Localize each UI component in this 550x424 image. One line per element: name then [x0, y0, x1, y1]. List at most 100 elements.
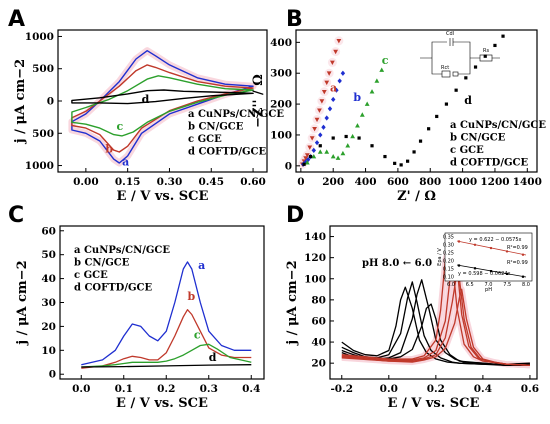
data-point	[444, 102, 449, 106]
x-tick-label: 0.30	[157, 176, 183, 188]
panel-d: D -0.2 0.0 0.2 0.4 0.6 20 40 60 80 100 120 140 E / V …	[285, 203, 539, 411]
data-point	[321, 89, 327, 95]
inset-point-black	[473, 267, 477, 270]
data-point	[308, 154, 313, 159]
curve-label: b	[353, 91, 361, 104]
inset-y-label: Epa / V	[437, 248, 443, 266]
legend-entry: a CuNPs/CN/GCE	[450, 120, 546, 131]
circuit-label: Rs	[483, 48, 489, 54]
x-tick-label: 0.4	[474, 383, 492, 395]
y-axis-label: j / μA cm−2	[13, 59, 28, 144]
y-tick-label: 0	[47, 96, 54, 108]
x-tick-label: 0.1	[115, 383, 133, 395]
x-tick-label: 0.60	[240, 176, 266, 188]
data-point	[326, 71, 332, 76]
y-tick-label: 20	[311, 358, 326, 370]
x-tick-label: 0.2	[157, 383, 175, 395]
data-point	[318, 132, 323, 138]
x-tick-label: 1200	[480, 176, 509, 188]
highlight-haze	[297, 36, 344, 169]
data-point	[314, 140, 320, 146]
inset-point-red	[521, 253, 525, 256]
circuit-label: Rct	[441, 65, 449, 71]
inset-eq-red: y = 0.622 − 0.0575x	[469, 237, 522, 243]
data-point	[454, 88, 458, 92]
x-tick-label: 400	[355, 176, 377, 188]
y-tick-label: 0	[49, 369, 56, 381]
x-tick-label: 0	[297, 176, 304, 188]
series-line-c	[81, 343, 252, 368]
data-point	[302, 162, 306, 166]
x-axis-label: E / V vs. SCE	[388, 396, 480, 411]
y-tick-label: 0	[285, 160, 292, 172]
inset-y-tick: 0.15	[443, 267, 454, 273]
curve-label: d	[209, 351, 217, 364]
series-a	[300, 39, 342, 167]
series-a	[71, 50, 254, 164]
y-tick-label: 140	[304, 231, 326, 243]
curve-label: c	[117, 120, 124, 133]
data-point	[406, 159, 410, 163]
y-tick-label: 40	[311, 337, 326, 349]
x-axis-label: E / V vs. SCE	[117, 189, 209, 204]
data-point	[374, 78, 380, 83]
inset-point-black	[505, 272, 509, 275]
inset-r2-black: R²=0.99	[507, 260, 528, 266]
data-point	[304, 160, 310, 165]
circuit-diagram	[420, 38, 500, 78]
legend-entry: b CN/GCE	[450, 133, 506, 144]
data-point	[317, 108, 322, 113]
y-tick-label: 500	[32, 63, 54, 75]
data-point	[309, 136, 315, 141]
y-tick-label: 500	[32, 128, 54, 140]
data-point	[336, 39, 342, 44]
data-point	[359, 112, 365, 117]
curve-label: c	[194, 328, 201, 341]
data-point	[427, 127, 431, 131]
x-tick-label: 1400	[513, 176, 542, 188]
x-tick-label: 0.00	[73, 176, 99, 188]
x-tick-label: 0.6	[521, 383, 539, 395]
x-tick-label: 200	[322, 176, 344, 188]
curve-label: b	[188, 290, 196, 303]
data-point	[303, 156, 309, 161]
data-point	[334, 87, 339, 93]
legend-entry: b CN/GCE	[188, 122, 244, 133]
y-tick-label: 20	[41, 321, 56, 333]
data-point	[399, 163, 403, 167]
data-point	[369, 89, 375, 94]
plot-frame	[295, 29, 538, 173]
x-tick-label: 0.0	[72, 383, 90, 395]
series-line-7	[341, 288, 530, 366]
legend-entry: c GCE	[74, 270, 108, 281]
x-tick-label: 0.0	[380, 383, 398, 395]
series-c	[71, 75, 254, 137]
data-point	[473, 65, 478, 69]
element-w	[452, 71, 459, 77]
data-point	[345, 143, 351, 148]
resistor-rs	[479, 54, 493, 62]
inset-x-tick: 7.5	[503, 282, 511, 288]
y-tick-label: 30	[41, 297, 56, 309]
curve-label: a	[330, 82, 337, 95]
inset-plot: 6.0 6.5 7.0 7.5 8.0 0.35 0.30 0.25 0.20 0.15 0.10 p…	[437, 232, 533, 293]
y-tick-label: 1000	[25, 160, 54, 172]
data-point	[333, 49, 339, 55]
inset-y-tick: 0.30	[443, 243, 454, 249]
inset-r2-red: R²=0.99	[507, 245, 528, 251]
inset-x-label: pH	[485, 287, 492, 293]
panel-letter: B	[286, 7, 303, 32]
data-point	[340, 150, 346, 156]
y-tick-label: 400	[270, 37, 292, 49]
data-point	[324, 115, 329, 121]
data-point	[318, 144, 322, 148]
inset-point-red	[457, 240, 461, 243]
data-point	[501, 34, 505, 38]
x-tick-label: -0.2	[330, 383, 353, 395]
x-tick-label: 0.15	[115, 176, 141, 188]
legend-entry: d COFTD/GCE	[188, 147, 267, 158]
data-point	[314, 117, 320, 123]
data-point	[435, 114, 439, 119]
